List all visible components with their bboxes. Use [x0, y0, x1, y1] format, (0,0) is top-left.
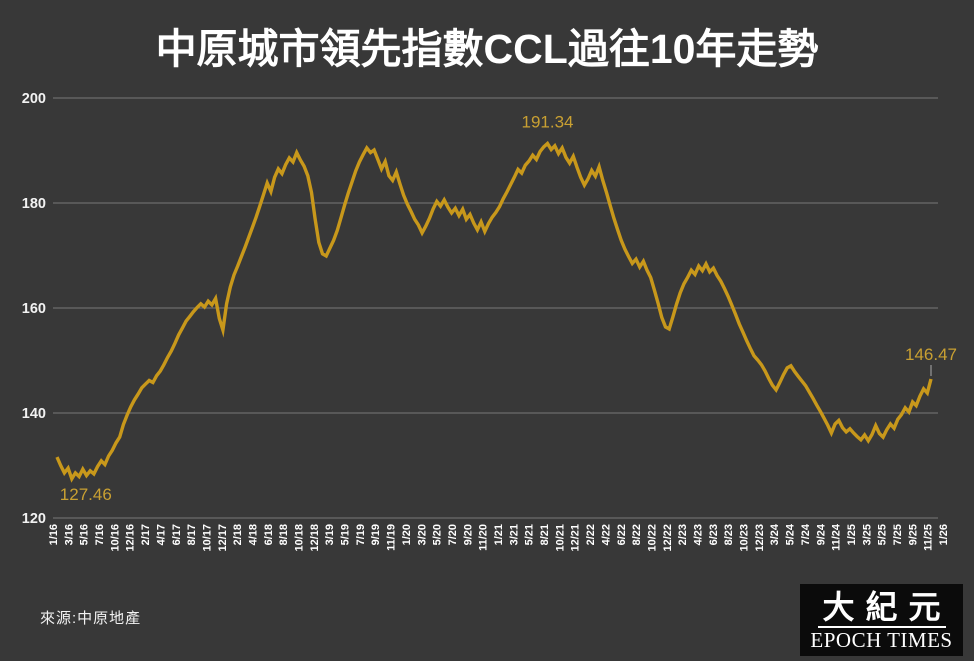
x-tick-label: 5/25 [877, 524, 889, 545]
y-axis-tick-labels: 200 180 160 140 120 [22, 91, 46, 527]
y-tick-label: 200 [22, 91, 46, 107]
x-tick-label: 4/17 [155, 524, 167, 545]
y-tick-label: 120 [22, 511, 46, 527]
y-tick-label: 180 [22, 196, 46, 212]
x-tick-label: 12/23 [754, 524, 766, 552]
x-tick-label: 12/21 [570, 524, 582, 552]
x-tick-label: 8/22 [631, 524, 643, 545]
x-tick-label: 1/26 [938, 524, 950, 545]
x-tick-label: 9/19 [370, 524, 382, 545]
x-tick-label: 12/22 [662, 524, 674, 552]
ccl-series-line [55, 140, 933, 483]
x-tick-label: 10/18 [294, 524, 306, 552]
x-tick-label: 10/21 [554, 524, 566, 552]
x-axis-tick-labels: 1/16 3/16 5/16 7/16 10/16 12/16 2/17 4/17 6/17 8/… [48, 523, 950, 551]
x-tick-label: 3/19 [324, 524, 336, 545]
x-tick-label: 11/20 [478, 524, 490, 551]
x-tick-label: 8/23 [723, 524, 735, 545]
x-tick-label: 10/16 [109, 524, 121, 552]
x-tick-label: 7/25 [892, 524, 904, 545]
x-tick-label: 2/17 [140, 524, 152, 545]
x-tick-label: 7/19 [355, 524, 367, 545]
x-tick-label: 3/24 [769, 523, 781, 545]
x-tick-label: 12/17 [217, 524, 229, 552]
x-tick-label: 3/16 [63, 524, 75, 545]
x-tick-label: 9/20 [462, 524, 474, 545]
source-caption: 來源:中原地產 [40, 610, 142, 627]
x-tick-label: 6/22 [616, 524, 628, 545]
x-tick-label: 6/23 [708, 524, 720, 545]
x-tick-label: 5/16 [79, 524, 91, 545]
x-tick-label: 10/17 [202, 524, 214, 552]
x-tick-label: 11/24 [831, 523, 843, 551]
x-tick-label: 1/25 [846, 524, 858, 545]
x-tick-label: 4/18 [248, 524, 260, 545]
x-tick-label: 5/19 [340, 524, 352, 545]
y-tick-label: 160 [22, 301, 46, 317]
gridlines [53, 97, 938, 519]
x-tick-label: 8/17 [186, 524, 198, 545]
x-tick-label: 3/25 [861, 524, 873, 545]
x-tick-label: 10/23 [739, 524, 751, 552]
annotation-min: 127.46 [60, 485, 112, 504]
x-tick-label: 9/25 [907, 524, 919, 545]
x-tick-label: 5/21 [524, 524, 536, 545]
x-tick-label: 2/23 [677, 524, 689, 545]
y-tick-label: 140 [22, 406, 46, 422]
x-tick-label: 7/24 [800, 523, 812, 545]
x-tick-label: 12/18 [309, 524, 321, 552]
x-tick-label: 4/23 [693, 524, 705, 545]
x-tick-label: 1/20 [401, 524, 413, 545]
x-tick-label: 5/20 [432, 524, 444, 545]
x-tick-label: 8/21 [539, 524, 551, 545]
x-tick-label: 1/21 [493, 524, 505, 545]
logo-divider [817, 625, 946, 628]
annotation-last: 146.47 [905, 345, 957, 364]
annotation-max: 191.34 [522, 113, 574, 132]
chart-title: 中原城市領先指數CCL過往10年走勢 [155, 26, 819, 72]
x-tick-label: 4/22 [600, 524, 612, 545]
x-tick-label: 11/19 [386, 524, 398, 551]
logo-chinese-text: 大紀元 [822, 588, 952, 625]
x-tick-label: 1/16 [48, 524, 60, 545]
x-tick-label: 7/16 [94, 524, 106, 545]
x-tick-label: 6/18 [263, 524, 275, 545]
x-tick-label: 8/18 [278, 524, 290, 545]
x-tick-label: 7/20 [447, 524, 459, 545]
x-tick-label: 10/22 [647, 524, 659, 552]
x-tick-label: 11/25 [923, 524, 935, 551]
logo-english-text: EPOCH TIMES [810, 627, 953, 652]
x-tick-label: 12/16 [125, 524, 137, 552]
x-tick-label: 9/24 [815, 523, 827, 545]
x-tick-label: 3/20 [416, 524, 428, 545]
x-tick-label: 3/21 [508, 524, 520, 545]
x-tick-label: 2/18 [232, 524, 244, 545]
epoch-times-logo: 大紀元 EPOCH TIMES [800, 584, 963, 656]
x-tick-label: 5/24 [785, 523, 797, 545]
x-tick-label: 6/17 [171, 524, 183, 545]
x-tick-label: 2/22 [585, 524, 597, 545]
annotations: 127.46 191.34 146.47 [60, 113, 957, 504]
